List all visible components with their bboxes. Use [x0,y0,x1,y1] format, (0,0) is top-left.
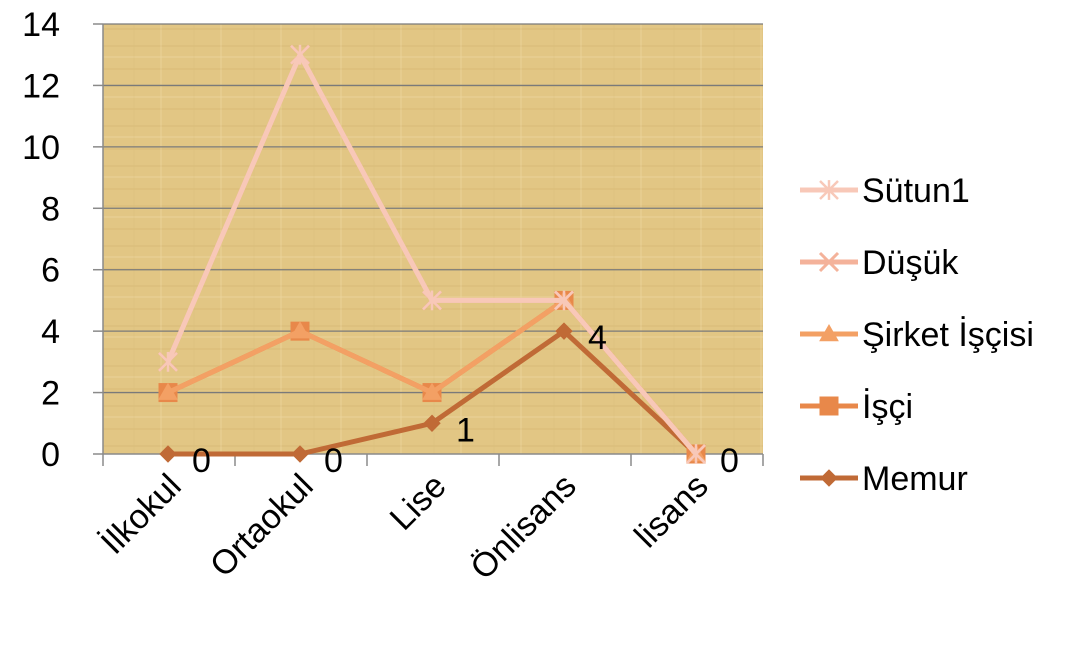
data-point [686,444,706,464]
y-tick-label: 12 [22,67,60,105]
y-tick-label: 6 [41,252,60,290]
data-point [159,445,177,463]
y-tick-label: 14 [22,6,60,44]
legend-marker [820,469,838,487]
y-tick-label: 10 [22,129,60,167]
legend-label: Memur [862,460,968,498]
data-point [158,351,178,372]
x-tick-label: Önlisans [463,467,583,587]
series-0 [158,44,706,464]
x-axis-tick-labels: İlkokul Ortaokul Lise Önlisans lisans [94,467,716,587]
plot-area [103,24,763,454]
legend-marker [819,323,839,342]
data-point [291,445,309,463]
data-point [290,44,310,65]
data-point [422,290,442,311]
data-label: 0 [192,442,211,480]
data-label: 4 [588,319,607,357]
legend-label: İşçi [862,388,913,426]
legend: Sütun1 Düşük Şirket İşçisi İşçi Memur [800,172,1034,498]
legend-marker [819,180,839,200]
legend-marker [819,396,839,416]
y-tick-label: 4 [41,313,60,351]
data-point [158,382,178,400]
y-tick-label: 0 [41,436,60,474]
x-tick-label: İlkokul [94,467,189,562]
data-point [422,382,442,400]
legend-entry: Sütun1 [800,172,970,210]
data-point [554,290,574,311]
series-layer [157,44,707,465]
data-labels: 0 0 1 4 0 [192,319,739,480]
data-point [423,414,441,432]
legend-label: Şirket İşçisi [862,316,1034,354]
x-tick-label: Lise [383,467,454,538]
legend-entry: İşçi [800,388,913,426]
y-tick-label: 8 [41,190,60,228]
x-tick-label: Ortaokul [203,467,321,585]
data-label: 1 [456,411,475,449]
data-label: 0 [324,442,343,480]
legend-label: Düşük [862,244,959,282]
legend-marker [818,251,840,273]
gridlines [103,23,763,394]
legend-entry: Memur [800,460,968,498]
legend-label: Sütun1 [862,172,970,210]
data-point [555,322,573,340]
data-label: 0 [720,442,739,480]
y-tick-label: 2 [41,375,60,413]
legend-entry: Şirket İşçisi [800,316,1034,354]
y-axis-tick-labels: 0 2 4 6 8 10 12 14 [22,6,60,474]
x-tick-label: lisans [627,467,715,555]
legend-entry: Düşük [800,244,959,282]
data-point [290,321,310,339]
